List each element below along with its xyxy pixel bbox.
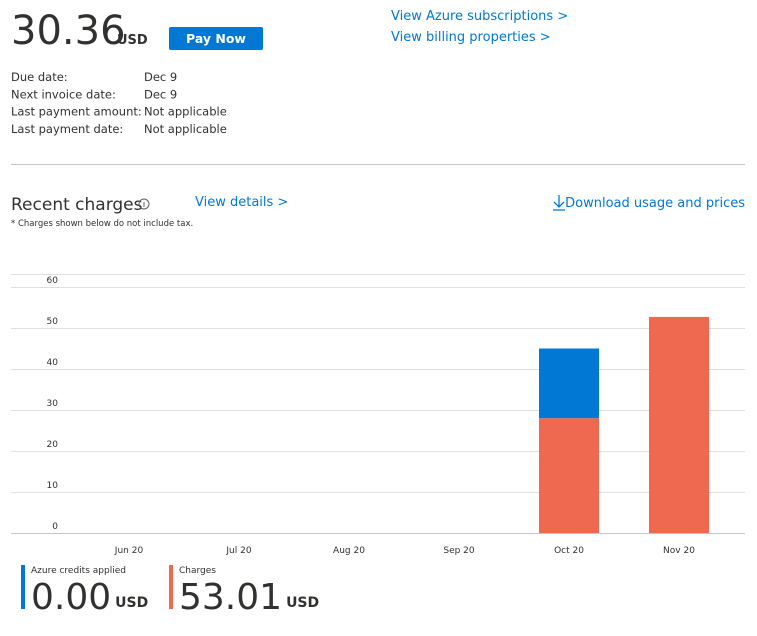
y-tick-label: 0 xyxy=(52,522,58,532)
info-icon[interactable] xyxy=(138,198,150,210)
download-icon[interactable] xyxy=(553,195,565,211)
legend-swatch xyxy=(169,565,173,609)
x-tick-label: Jul 20 xyxy=(225,546,251,556)
bar-segment xyxy=(539,418,599,533)
detail-value: Not applicable xyxy=(144,122,227,136)
balance-currency: USD xyxy=(117,33,148,48)
detail-label: Last payment date: xyxy=(11,122,123,136)
link[interactable]: View billing properties > xyxy=(391,30,551,45)
detail-value: Not applicable xyxy=(144,105,227,119)
detail-value: Dec 9 xyxy=(144,70,177,84)
total-amount: 0.00 xyxy=(31,577,111,618)
y-tick-label: 20 xyxy=(47,440,59,450)
download-link[interactable]: Download usage and prices xyxy=(565,196,745,211)
detail-label: Next invoice date: xyxy=(11,87,116,101)
pay-now-label[interactable]: Pay Now xyxy=(186,31,246,46)
total-amount: 53.01 xyxy=(179,577,282,618)
x-tick-label: Sep 20 xyxy=(443,546,475,556)
legend-swatch xyxy=(21,565,25,609)
note: * Charges shown below do not include tax… xyxy=(11,219,193,229)
y-tick-label: 40 xyxy=(47,358,59,368)
detail-label: Last payment amount: xyxy=(11,105,142,119)
x-tick-label: Jun 20 xyxy=(114,546,144,556)
y-tick-label: 10 xyxy=(47,481,59,491)
legend-label: Azure credits applied xyxy=(31,566,126,576)
x-tick-label: Nov 20 xyxy=(663,546,695,556)
total-currency: USD xyxy=(115,595,148,611)
bar-segment xyxy=(649,316,709,533)
view-details-link[interactable]: View details > xyxy=(195,195,288,210)
detail-label: Due date: xyxy=(11,70,68,84)
detail-value: Dec 9 xyxy=(144,87,177,101)
bar-segment xyxy=(539,348,599,419)
x-tick-label: Aug 20 xyxy=(333,546,365,556)
total-currency: USD xyxy=(286,595,319,611)
y-tick-label: 50 xyxy=(47,317,59,327)
pay-now-button[interactable] xyxy=(169,27,263,50)
legend-label: Charges xyxy=(179,566,216,576)
x-tick-label: Oct 20 xyxy=(554,546,584,556)
link[interactable]: View Azure subscriptions > xyxy=(391,9,568,24)
y-tick-label: 60 xyxy=(47,276,59,286)
balance-amount: 30.36 xyxy=(11,8,126,54)
y-tick-label: 30 xyxy=(47,399,59,409)
section-title: Recent charges xyxy=(11,195,143,215)
